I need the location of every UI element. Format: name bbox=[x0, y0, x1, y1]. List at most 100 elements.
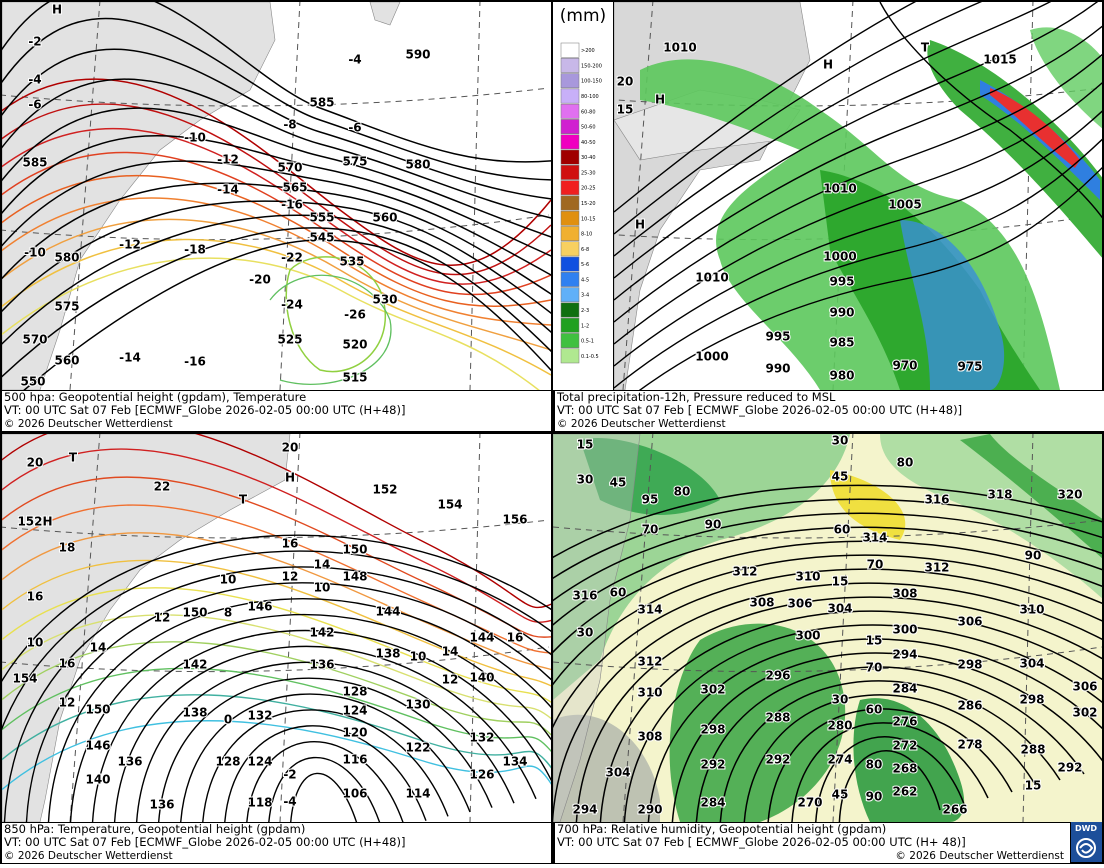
contour-label: 298 bbox=[957, 658, 982, 672]
contour-label: 14 bbox=[90, 641, 107, 655]
contour-label: 10 bbox=[410, 650, 427, 664]
contour-label: 45 bbox=[832, 788, 849, 802]
contour-label: 140 bbox=[469, 671, 494, 685]
contour-label: 15 bbox=[866, 634, 883, 648]
contour-label: 60 bbox=[610, 586, 627, 600]
contour-label: 30 bbox=[577, 626, 594, 640]
contour-label: 276 bbox=[892, 715, 917, 729]
contour-label: 16 bbox=[282, 537, 299, 551]
contour-label: 550 bbox=[20, 375, 45, 389]
contour-label: 150 bbox=[182, 606, 207, 620]
contour bbox=[2, 720, 551, 791]
contour-label: 95 bbox=[642, 493, 659, 507]
contour-label: T bbox=[69, 451, 78, 465]
legend-label: 5-6 bbox=[581, 262, 589, 268]
legend-label: 80-100 bbox=[581, 94, 599, 100]
contour bbox=[2, 550, 551, 731]
contour-label: 132 bbox=[469, 731, 494, 745]
contour bbox=[791, 722, 989, 822]
contour-label: 146 bbox=[247, 600, 272, 614]
contour bbox=[553, 554, 1102, 686]
legend-swatch bbox=[560, 103, 580, 119]
legend-swatch bbox=[560, 287, 580, 303]
contour-label: 262 bbox=[892, 785, 917, 799]
contour-label: 286 bbox=[957, 699, 982, 713]
land bbox=[369, 2, 401, 26]
contour-label: 15 bbox=[577, 438, 594, 452]
caption-copyright: © 2026 Deutscher Wetterdienst bbox=[895, 850, 1064, 862]
contour-label: 80 bbox=[897, 456, 914, 470]
contour bbox=[2, 197, 551, 326]
contour-label: 22 bbox=[154, 480, 171, 494]
contour bbox=[553, 540, 1102, 654]
graticule bbox=[2, 646, 550, 673]
legend-label: 0.5-1 bbox=[581, 339, 594, 345]
contour bbox=[599, 610, 1102, 822]
contour bbox=[553, 582, 1102, 822]
contour-label: 525 bbox=[277, 333, 302, 347]
legend-swatch bbox=[560, 73, 580, 89]
contour-label: 154 bbox=[437, 498, 462, 512]
contour-label: 300 bbox=[892, 623, 917, 637]
contour bbox=[2, 476, 551, 638]
contour bbox=[614, 2, 1099, 279]
contour-label: 314 bbox=[637, 603, 662, 617]
contour-label: 142 bbox=[182, 658, 207, 672]
shading bbox=[900, 220, 1005, 390]
contour-label: 138 bbox=[182, 706, 207, 720]
contour-label: 114 bbox=[405, 787, 430, 801]
contour-label: 565 bbox=[282, 181, 307, 195]
contour-label: 288 bbox=[765, 711, 790, 725]
contour-label: -12 bbox=[119, 238, 141, 252]
contour-label: -20 bbox=[249, 273, 271, 287]
contour bbox=[2, 641, 551, 736]
contour-label: 304 bbox=[827, 602, 852, 616]
legend-label: 2-3 bbox=[581, 308, 589, 314]
contour-label: 90 bbox=[866, 790, 883, 804]
contour-label: 288 bbox=[1020, 743, 1045, 757]
caption-box bbox=[2, 391, 551, 431]
logo-text: DWD bbox=[1075, 824, 1097, 833]
contour bbox=[614, 2, 1052, 257]
contour-label: 590 bbox=[405, 48, 430, 62]
contour-label: 16 bbox=[27, 590, 44, 604]
contour bbox=[2, 532, 551, 671]
contour bbox=[638, 166, 1102, 390]
contour bbox=[2, 559, 551, 687]
contour-label: 130 bbox=[405, 698, 430, 712]
contour-label: 20 bbox=[27, 456, 44, 470]
contour-label: 80 bbox=[674, 485, 691, 499]
contour-label: 266 bbox=[942, 803, 967, 817]
contour bbox=[614, 25, 1102, 301]
contour-label: 310 bbox=[1019, 603, 1044, 617]
contour-label: 152 bbox=[372, 483, 397, 497]
contour-label: 150 bbox=[342, 543, 367, 557]
contour-label: 304 bbox=[1019, 657, 1044, 671]
contour-label: 298 bbox=[700, 723, 725, 737]
contour-label: 140 bbox=[85, 773, 110, 787]
legend-swatch bbox=[560, 302, 580, 318]
contour-label: 316 bbox=[572, 589, 597, 603]
contour bbox=[290, 772, 358, 822]
contour bbox=[553, 526, 1102, 627]
contour-label: 280 bbox=[827, 719, 852, 733]
caption-valid: VT: 00 UTC Sat 07 Feb [ECMWF_Globe 2026-… bbox=[4, 835, 405, 849]
shading bbox=[880, 434, 1102, 599]
contour-label: 12 bbox=[282, 570, 299, 584]
legend-label: 8-10 bbox=[581, 232, 592, 238]
graticule bbox=[2, 519, 550, 539]
contour-label: 45 bbox=[610, 476, 627, 490]
contour-label: 1010 bbox=[695, 271, 728, 285]
contour-label: 560 bbox=[54, 354, 79, 368]
contour bbox=[2, 134, 551, 257]
legend-label: 3-4 bbox=[581, 293, 589, 299]
contour-label: 272 bbox=[892, 739, 917, 753]
contour-label: 990 bbox=[829, 306, 854, 320]
legend-label: 150-200 bbox=[581, 63, 602, 69]
contour-label: 1010 bbox=[663, 41, 696, 55]
contour-label: 20 bbox=[282, 441, 299, 455]
contour-label: 318 bbox=[987, 488, 1012, 502]
caption-title: Total precipitation-12h, Pressure reduce… bbox=[556, 390, 836, 404]
contour bbox=[2, 534, 551, 683]
contour-label: 156 bbox=[502, 513, 527, 527]
